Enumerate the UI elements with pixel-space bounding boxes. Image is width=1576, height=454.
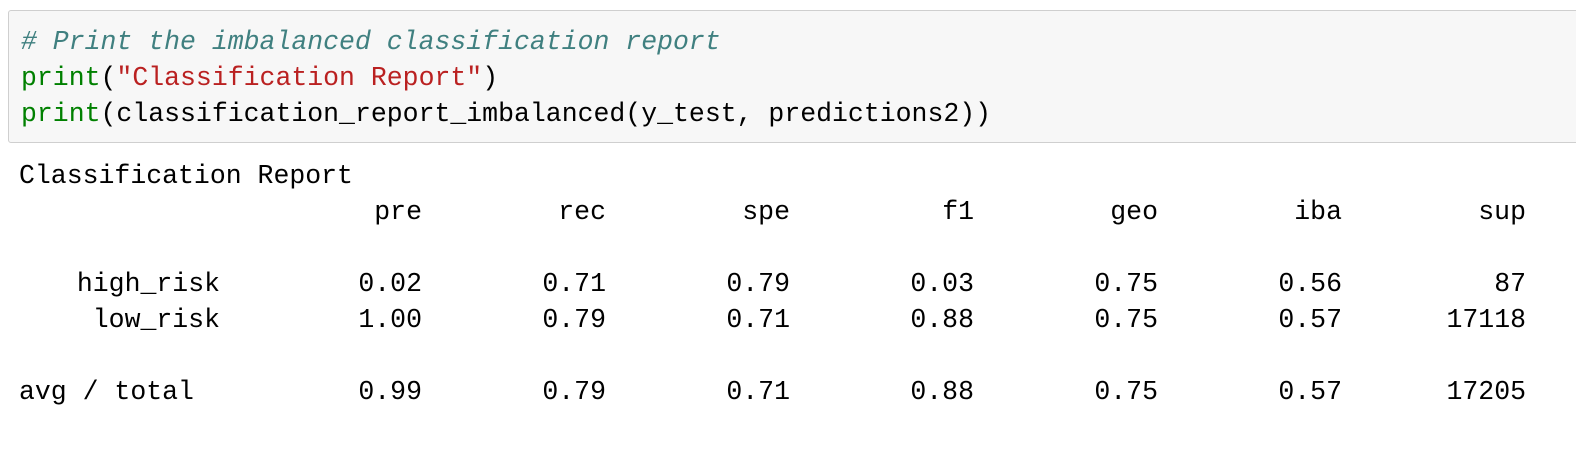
row-value: 0.88 [910,377,974,407]
row-value: 0.79 [726,269,790,299]
header-geo: geo [1110,197,1158,227]
open-paren: ( [100,63,117,93]
row-value: 0.03 [910,269,974,299]
header-f1: f1 [942,197,974,227]
print-builtin: print [21,99,101,129]
code-comment: # Print the imbalanced classification re… [21,27,721,57]
row-value: 0.79 [542,305,606,335]
code-line-print-title: print("Classification Report") [21,60,498,96]
row-value: 0.99 [358,377,422,407]
code-line-print-report: print(classification_report_imbalanced(y… [21,96,991,132]
row-value: 0.71 [726,305,790,335]
close-paren: ) [482,63,499,93]
report-call: (classification_report_imbalanced(y_test… [100,99,992,129]
header-spe: spe [742,197,790,227]
row-value: 1.00 [358,305,422,335]
row-value: 0.75 [1094,377,1158,407]
header-rec: rec [558,197,606,227]
row-value: 0.79 [542,377,606,407]
row-value: 0.75 [1094,269,1158,299]
row-value: 17118 [1446,305,1526,335]
row-value: 0.02 [358,269,422,299]
row-value: 0.88 [910,305,974,335]
code-line-comment: # Print the imbalanced classification re… [21,24,721,60]
row-value: 17205 [1446,377,1526,407]
row-label: high_risk [76,269,220,299]
header-iba: iba [1294,197,1342,227]
header-sup: sup [1478,197,1526,227]
row-value: 0.71 [726,377,790,407]
row-value: 87 [1494,269,1526,299]
row-label: low_risk [92,305,220,335]
output-title: Classification Report [19,161,353,191]
row-value: 0.75 [1094,305,1158,335]
row-label: avg / total [19,377,194,407]
string-literal: "Classification Report" [116,63,483,93]
row-value: 0.56 [1278,269,1342,299]
print-builtin: print [21,63,101,93]
row-value: 0.57 [1278,305,1342,335]
row-value: 0.71 [542,269,606,299]
row-value: 0.57 [1278,377,1342,407]
code-cell-input[interactable]: # Print the imbalanced classification re… [8,10,1576,143]
header-pre: pre [374,197,422,227]
